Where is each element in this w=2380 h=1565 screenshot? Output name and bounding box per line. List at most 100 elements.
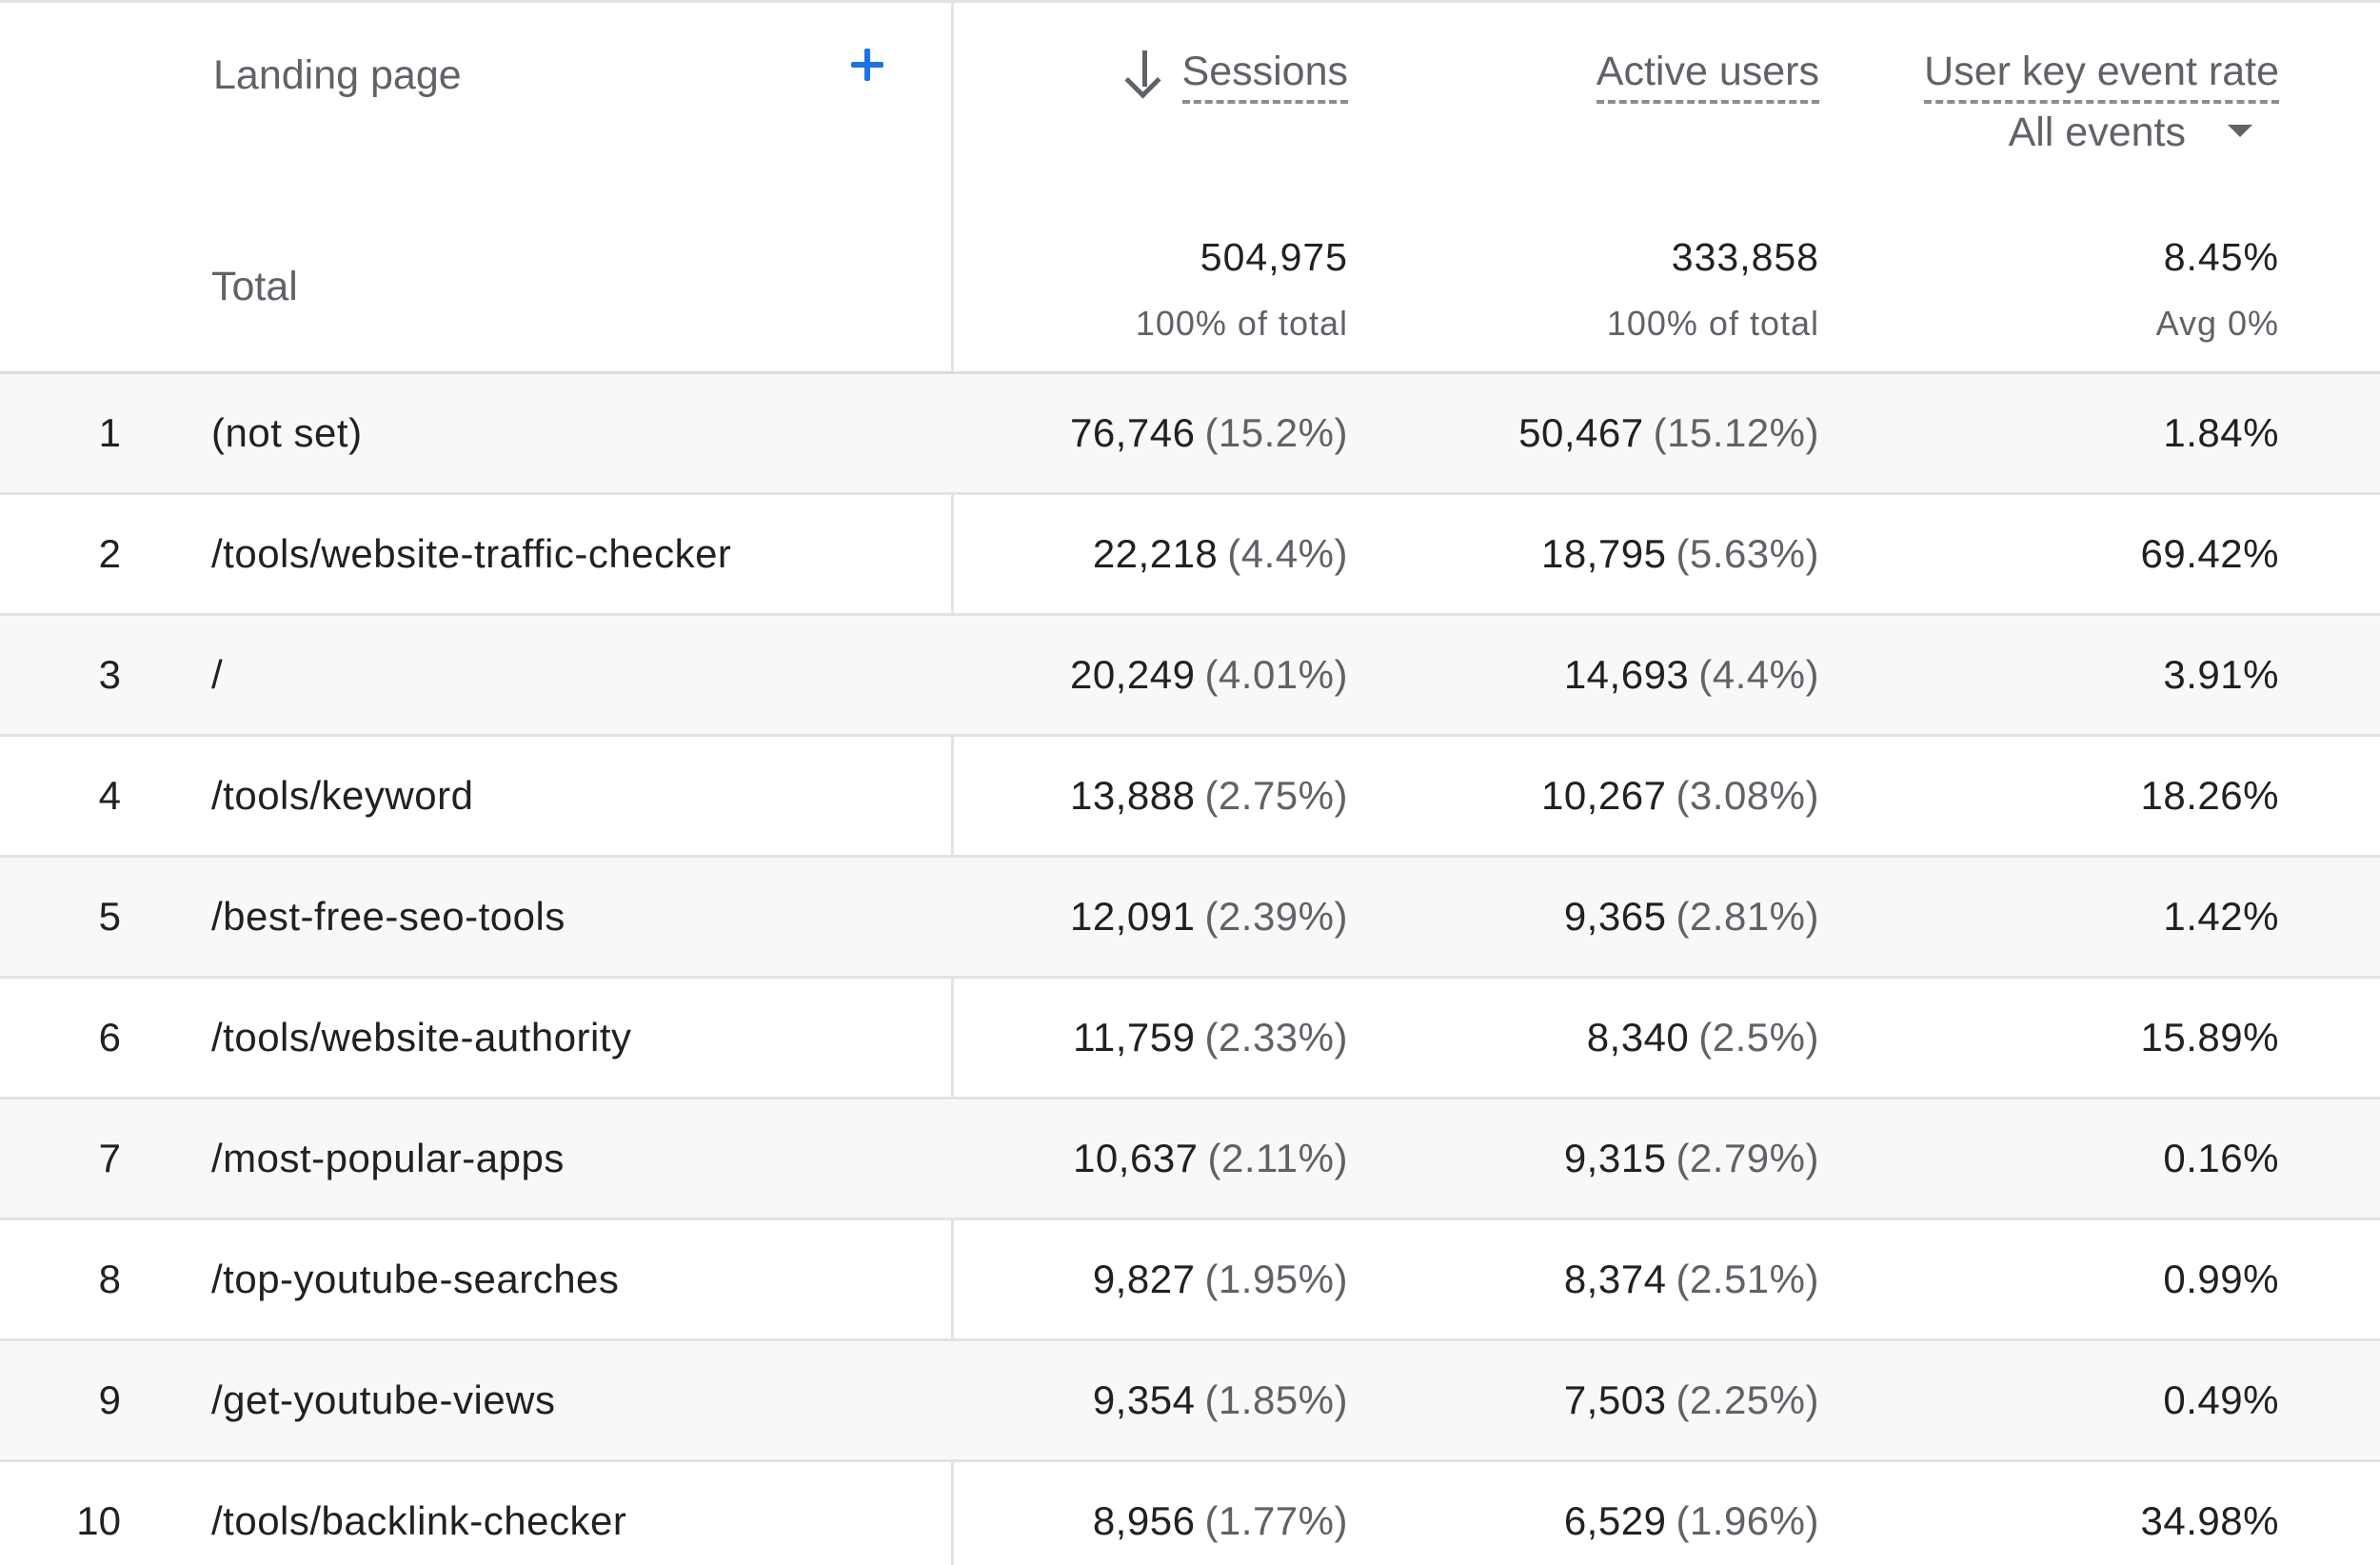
active-users-cell: 18,795 (5.63%): [1541, 531, 1819, 577]
row-index: 3: [98, 652, 121, 697]
sessions-value: 11,759: [1073, 1015, 1196, 1060]
active-users-percent: (3.08%): [1676, 773, 1819, 818]
active-users-value: 50,467: [1518, 410, 1644, 455]
row-index: 1: [98, 410, 121, 455]
active-users-cell: 8,340 (2.5%): [1587, 1015, 1819, 1060]
total-sessions-value: 504,975: [1200, 235, 1348, 279]
dimension-header-landing-page[interactable]: Landing page: [213, 52, 462, 98]
sessions-value: 9,827: [1092, 1257, 1196, 1301]
total-key-event-rate-subtext: Avg 0%: [2155, 304, 2279, 343]
table-row: 1 (not set) 76,746 (15.2%) 50,467 (15.12%)…: [0, 374, 2380, 495]
sessions-percent: (2.11%): [1207, 1136, 1348, 1180]
key-event-rate-cell: 69.42%: [2140, 531, 2279, 576]
active-users-value: 9,315: [1563, 1136, 1667, 1180]
key-event-rate-cell: 0.99%: [2163, 1257, 2279, 1301]
sessions-percent: (2.33%): [1204, 1015, 1348, 1060]
active-users-value: 6,529: [1563, 1498, 1667, 1543]
key-event-rate-cell: 18.26%: [2140, 773, 2279, 818]
active-users-percent: (5.63%): [1676, 531, 1819, 576]
active-users-percent: (2.79%): [1676, 1136, 1819, 1180]
key-event-rate-cell: 1.42%: [2163, 894, 2279, 939]
total-active-users-subtext: 100% of total: [1606, 304, 1819, 343]
sessions-cell: 20,249 (4.01%): [1070, 652, 1348, 698]
landing-page-link[interactable]: /tools/website-authority: [211, 1015, 632, 1060]
key-event-rate-cell: 34.98%: [2140, 1498, 2279, 1543]
landing-page-link[interactable]: (not set): [211, 410, 363, 455]
row-index: 10: [76, 1498, 121, 1543]
table-row: 5 /best-free-seo-tools 12,091 (2.39%) 9,3…: [0, 858, 2380, 979]
row-index: 4: [98, 773, 121, 818]
event-filter-dropdown[interactable]: All events: [2009, 109, 2252, 156]
landing-page-link[interactable]: /tools/keyword: [211, 773, 474, 818]
active-users-cell: 9,365 (2.81%): [1564, 894, 1819, 940]
row-index: 7: [98, 1136, 121, 1180]
active-users-cell: 50,467 (15.12%): [1518, 410, 1819, 456]
column-header-user-key-event-rate[interactable]: User key event rate: [1924, 47, 2279, 104]
sessions-cell: 76,746 (15.2%): [1070, 410, 1348, 456]
total-sessions-subtext: 100% of total: [1135, 304, 1348, 343]
sessions-value: 13,888: [1069, 773, 1196, 818]
active-users-cell: 6,529 (1.96%): [1564, 1498, 1819, 1544]
sessions-percent: (4.4%): [1227, 531, 1348, 576]
table-header: Landing page Sessions Active users User …: [0, 3, 2380, 374]
sessions-value: 12,091: [1069, 894, 1196, 939]
key-event-rate-cell: 3.91%: [2163, 652, 2279, 697]
active-users-value: 7,503: [1563, 1377, 1667, 1422]
landing-page-link[interactable]: /best-free-seo-tools: [211, 894, 565, 939]
total-key-event-rate-value: 8.45%: [2163, 235, 2279, 279]
key-event-rate-cell: 15.89%: [2140, 1015, 2279, 1060]
sessions-percent: (1.77%): [1204, 1498, 1348, 1543]
row-index: 6: [98, 1015, 121, 1060]
sessions-percent: (1.85%): [1204, 1377, 1348, 1422]
active-users-percent: (4.4%): [1698, 652, 1819, 697]
active-users-cell: 7,503 (2.25%): [1564, 1377, 1819, 1423]
row-index: 2: [98, 531, 121, 576]
sessions-cell: 13,888 (2.75%): [1070, 773, 1348, 819]
sessions-cell: 11,759 (2.33%): [1073, 1015, 1348, 1060]
active-users-percent: (2.81%): [1676, 894, 1819, 939]
table-row: 2 /tools/website-traffic-checker 22,218(…: [0, 495, 2380, 616]
active-users-cell: 9,315 (2.79%): [1564, 1136, 1819, 1181]
landing-page-link[interactable]: /most-popular-apps: [211, 1136, 565, 1180]
landing-page-link[interactable]: /get-youtube-views: [211, 1377, 556, 1422]
active-users-value: 9,365: [1563, 894, 1667, 939]
caret-down-icon: [2228, 125, 2252, 138]
table-row: 4 /tools/keyword 13,888 (2.75%) 10,267 (3.…: [0, 737, 2380, 858]
row-index: 5: [98, 894, 121, 939]
landing-page-link[interactable]: /: [211, 652, 224, 697]
event-filter-label: All events: [2008, 109, 2186, 155]
sessions-cell: 10,637 (2.11%): [1073, 1136, 1348, 1181]
table-row: 8 /top-youtube-searches 9,827 (1.95%) 8,3…: [0, 1220, 2380, 1341]
total-active-users-value: 333,858: [1671, 235, 1819, 279]
sessions-cell: 8,956 (1.77%): [1093, 1498, 1348, 1544]
sessions-cell: 9,354 (1.85%): [1093, 1377, 1348, 1423]
row-index: 9: [98, 1377, 121, 1422]
active-users-percent: (2.51%): [1676, 1257, 1819, 1301]
arrow-down-icon: [1125, 47, 1163, 96]
key-event-rate-cell: 0.16%: [2163, 1136, 2279, 1180]
active-users-percent: (2.25%): [1676, 1377, 1819, 1422]
sessions-value: 8,956: [1092, 1498, 1196, 1543]
active-users-value: 10,267: [1540, 773, 1667, 818]
key-event-rate-cell: 0.49%: [2163, 1377, 2279, 1422]
sessions-header-label: Sessions: [1181, 47, 1348, 104]
landing-page-link[interactable]: /tools/backlink-checker: [211, 1498, 627, 1543]
sessions-percent: (2.39%): [1204, 894, 1348, 939]
column-header-sessions[interactable]: Sessions: [1125, 47, 1348, 104]
table-row: 9 /get-youtube-views 9,354 (1.85%) 7,503(…: [0, 1341, 2380, 1462]
key-event-rate-cell: 1.84%: [2163, 410, 2279, 455]
sessions-cell: 9,827 (1.95%): [1093, 1257, 1348, 1302]
table-row: 3 / 20,249 (4.01%) 14,693 (4.4%) 3.91%: [0, 616, 2380, 737]
active-users-cell: 8,374 (2.51%): [1564, 1257, 1819, 1302]
total-row-label: Total: [211, 264, 298, 309]
active-users-percent: (1.96%): [1676, 1498, 1819, 1543]
active-users-header-label: Active users: [1596, 47, 1819, 104]
landing-page-link[interactable]: /tools/website-traffic-checker: [211, 531, 732, 576]
table-row: 6 /tools/website-authority 11,759 (2.33%)…: [0, 979, 2380, 1099]
plus-icon[interactable]: [843, 41, 891, 89]
landing-page-link[interactable]: /top-youtube-searches: [211, 1257, 620, 1301]
active-users-cell: 10,267 (3.08%): [1541, 773, 1819, 819]
sessions-percent: (2.75%): [1204, 773, 1348, 818]
column-header-active-users[interactable]: Active users: [1596, 47, 1819, 104]
row-index: 8: [98, 1257, 121, 1301]
